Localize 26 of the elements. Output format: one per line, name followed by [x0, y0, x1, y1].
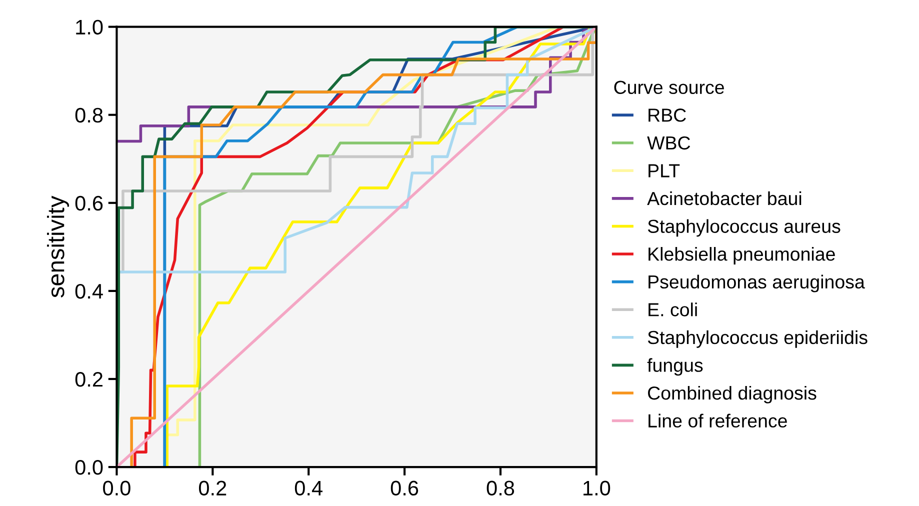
legend-label: WBC — [647, 136, 690, 150]
y-tick-label: 0.2 — [75, 372, 102, 387]
legend-label: fungus — [647, 358, 703, 376]
legend-title: Curve source — [614, 80, 724, 94]
x-tick-label: 0.0 — [103, 480, 130, 496]
x-tick-label: 1.0 — [584, 480, 610, 496]
legend-label: PLT — [648, 164, 680, 178]
y-tick-label: 0.0 — [75, 460, 103, 475]
x-tick-label: 0.8 — [486, 480, 514, 496]
legend-label: Combined diagnosis — [648, 386, 816, 404]
legend-label: Pseudomonas aeruginosa — [648, 274, 865, 292]
x-tick-label: 0.2 — [198, 480, 226, 496]
x-tick-label: 0.4 — [294, 480, 322, 496]
y-tick-label: 0.8 — [75, 108, 103, 123]
legend-label: Staphylococcus aureus — [648, 219, 840, 237]
y-tick-label: 0.4 — [75, 284, 103, 299]
legend-label: RBC — [648, 108, 686, 122]
legend-label: Staphylococcus epideriidis — [648, 330, 868, 348]
y-axis-title: sensitivity — [46, 196, 70, 298]
legend-label: Klebsiella pneumoniae — [648, 246, 835, 264]
legend-label: Acinetobacter baui — [647, 191, 802, 206]
legend-label: Line of reference — [648, 414, 787, 428]
y-tick-label: 0.6 — [75, 196, 103, 211]
y-tick-label: 1.0 — [76, 20, 103, 35]
legend-label: E. coli — [648, 302, 697, 316]
x-tick-label: 0.6 — [390, 480, 418, 496]
